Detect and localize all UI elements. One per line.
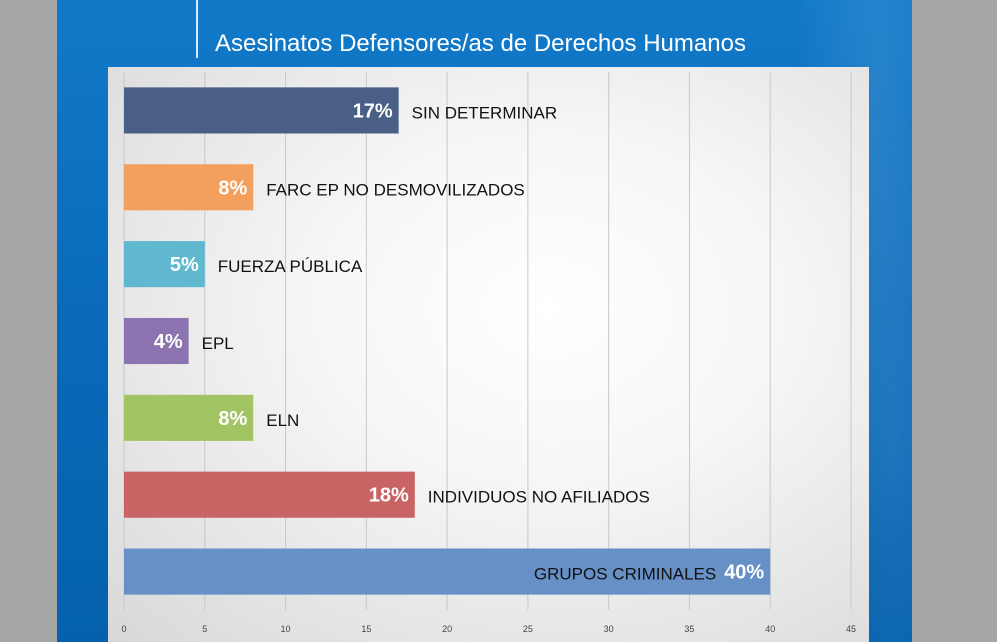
bar-value-label: 8% — [218, 177, 247, 199]
x-tick-label: 20 — [442, 624, 452, 634]
bar — [124, 241, 205, 288]
bar-chart: 17% SIN DETERMINAR 8% FARC EP NO DESMOVILIZ… — [121, 72, 856, 634]
category-label: INDIVIDUOS NO AFILIADOS — [428, 488, 650, 507]
category-label: FUERZA PÚBLICA — [218, 257, 363, 276]
x-tick-label: 15 — [361, 624, 371, 634]
category-label: EPL — [202, 334, 234, 353]
x-tick-label: 10 — [281, 624, 291, 634]
bar-value-label: 18% — [369, 485, 409, 507]
bar — [124, 317, 189, 365]
bar-value-label: 4% — [154, 331, 183, 353]
bar-labels: 17% SIN DETERMINAR 8% FARC EP NO DESMOVILIZ… — [154, 100, 765, 583]
bars — [124, 87, 771, 595]
x-axis-ticks: 0 5 10 15 20 25 30 35 40 45 — [121, 624, 856, 634]
category-label: FARC EP NO DESMOVILIZADOS — [266, 180, 525, 199]
category-label: ELN — [266, 411, 299, 430]
category-label: GRUPOS CRIMINALES — [534, 565, 716, 584]
bar-value-label: 40% — [724, 562, 764, 584]
slide-title: Asesinatos Defensores/as de Derechos Hum… — [215, 30, 746, 57]
bar — [124, 394, 254, 441]
bar-value-label: 5% — [170, 254, 199, 276]
x-tick-label: 45 — [846, 624, 856, 634]
bar — [124, 164, 254, 211]
x-tick-label: 30 — [604, 624, 614, 634]
grid-lines — [123, 72, 852, 610]
x-tick-label: 40 — [765, 624, 775, 634]
x-tick-label: 25 — [523, 624, 533, 634]
bar — [124, 471, 415, 518]
x-tick-label: 0 — [121, 624, 126, 634]
bar — [124, 87, 399, 134]
bar-value-label: 8% — [218, 408, 247, 430]
category-label: SIN DETERMINAR — [412, 103, 557, 122]
x-tick-label: 35 — [684, 624, 694, 634]
bar — [124, 548, 771, 595]
title-divider — [196, 0, 198, 58]
chart-panel: 17% SIN DETERMINAR 8% FARC EP NO DESMOVILIZ… — [108, 67, 869, 642]
bar-value-label: 17% — [353, 100, 393, 122]
x-tick-label: 5 — [202, 624, 207, 634]
